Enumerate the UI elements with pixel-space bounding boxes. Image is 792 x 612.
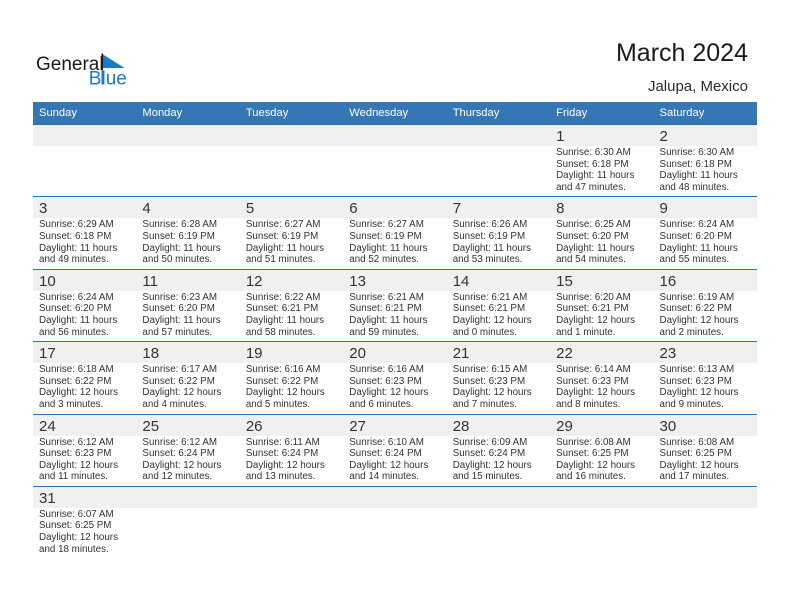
svg-text:Blue: Blue <box>89 69 127 90</box>
